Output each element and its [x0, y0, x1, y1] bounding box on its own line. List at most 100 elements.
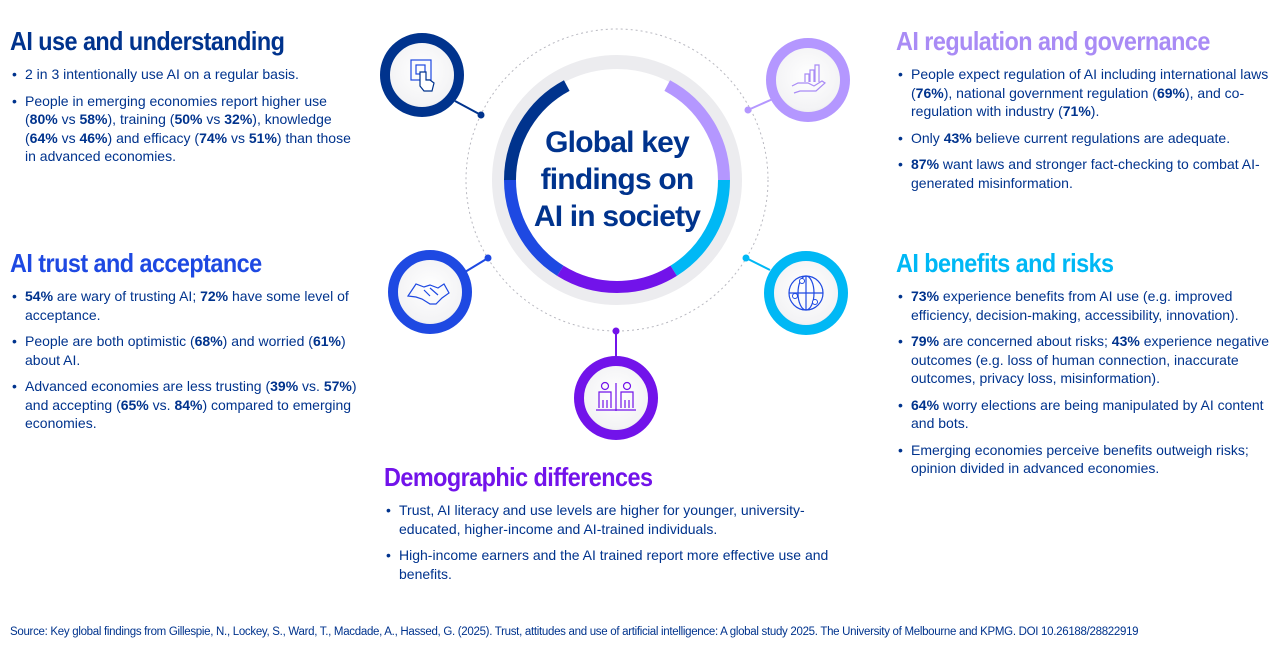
section-ai-regulation: AI regulation and governance People expe…: [896, 26, 1271, 200]
bullet-text: Advanced economies are less trusting (: [25, 378, 271, 394]
section-title: Demographic differences: [384, 462, 653, 492]
globe-network-icon: [764, 251, 848, 335]
bullet-text: want laws and stronger fact-checking to …: [911, 156, 1260, 191]
bullet-text: People in emerging economies report high…: [25, 92, 327, 128]
gray-ring: [492, 55, 742, 305]
source-citation: Source: Key global findings from Gillesp…: [10, 626, 1139, 638]
highlight-stat: 87%: [911, 156, 940, 172]
connector-dot: [612, 327, 620, 335]
highlight-stat: 65%: [120, 396, 149, 413]
highlight-stat: 64%: [29, 129, 58, 146]
highlight-stat: 68%: [194, 333, 223, 349]
highlight-stat: 61%: [312, 333, 341, 349]
bullet-text: Emerging economies perceive benefits out…: [911, 441, 1249, 477]
bullet-text: vs: [227, 129, 249, 146]
highlight-stat: 50%: [174, 111, 203, 127]
bullet-text: ), national government regulation (: [943, 84, 1157, 101]
highlight-stat: 32%: [224, 111, 253, 127]
bullet-text: ).: [1090, 103, 1100, 119]
bullet-text: ) compared to emerging economies.: [25, 396, 352, 432]
bullet-text: ) and accepting (: [25, 378, 357, 413]
highlight-stat: 46%: [79, 129, 108, 146]
highlight-stat: 54%: [25, 288, 54, 304]
ring-arc-segment: [670, 179, 730, 276]
highlight-stat: 76%: [915, 84, 944, 101]
bullet-text: Only: [911, 129, 944, 146]
section-ai-use: AI use and understanding 2 in 3 intentio…: [10, 26, 360, 174]
ring-arc-segment: [557, 265, 677, 293]
bullet-list: People expect regulation of AI including…: [896, 65, 1271, 192]
highlight-stat: 73%: [911, 288, 940, 304]
highlight-stat: 57%: [323, 378, 352, 394]
bullet-list: 54% are wary of trusting AI; 72% have so…: [10, 287, 360, 433]
people-icon: [574, 356, 658, 440]
section-demographic: Demographic differences Trust, AI litera…: [384, 462, 834, 591]
chip-touch-icon: [380, 33, 464, 117]
highlight-stat: 58%: [79, 111, 108, 127]
bullet-item: 64% worry elections are being manipulate…: [896, 396, 1276, 433]
bullet-text: People are both optimistic (: [25, 333, 195, 349]
highlight-stat: 72%: [200, 288, 229, 304]
bullet-list: Trust, AI literacy and use levels are hi…: [384, 501, 834, 583]
connector-dot: [477, 111, 485, 119]
center-title: Global key findings on AI in society: [533, 126, 701, 233]
bullet-text: experience benefits from AI use (e.g. im…: [911, 288, 1239, 323]
highlight-stat: 79%: [911, 333, 940, 349]
section-title: AI use and understanding: [10, 26, 285, 56]
bullet-text: vs: [57, 111, 80, 127]
highlight-stat: 84%: [174, 396, 203, 413]
bullet-text: vs.: [298, 378, 324, 394]
bullet-item: 79% are concerned about risks; 43% exper…: [896, 332, 1276, 388]
bullet-item: People expect regulation of AI including…: [896, 65, 1271, 121]
highlight-stat: 51%: [248, 129, 277, 146]
bullet-text: ), training (: [107, 111, 175, 127]
bullet-text: ) and worried (: [222, 333, 313, 349]
bullet-text: High-income earners and the AI trained r…: [399, 547, 829, 582]
bullet-text: have some level of acceptance.: [25, 288, 349, 323]
bullet-text: vs: [57, 129, 80, 146]
highlight-stat: 71%: [1062, 103, 1091, 119]
bullet-text: are concerned about risks;: [939, 333, 1112, 349]
highlight-stat: 74%: [199, 129, 228, 146]
bullet-text: 2 in 3 intentionally use AI on a regular…: [25, 66, 299, 82]
connector-dot: [484, 254, 492, 262]
connector-dot: [744, 106, 752, 114]
ring-arc-segment: [504, 80, 570, 181]
outer-dotted-ring: [465, 28, 769, 332]
ring-arc-segment: [664, 80, 730, 181]
bullet-item: High-income earners and the AI trained r…: [384, 546, 834, 583]
section-title: AI regulation and governance: [896, 26, 1210, 56]
bullet-text: worry elections are being manipulated by…: [911, 396, 1264, 432]
bullet-text: People expect regulation of AI including…: [911, 66, 1269, 101]
bullet-text: Trust, AI literacy and use levels are hi…: [399, 502, 805, 537]
bullet-item: Advanced economies are less trusting (39…: [10, 377, 360, 433]
highlight-stat: 80%: [29, 111, 58, 127]
bullet-item: People are both optimistic (68%) and wor…: [10, 332, 360, 369]
bullet-text: ) about AI.: [25, 333, 346, 368]
bullet-text: believe current regulations are adequate…: [971, 129, 1231, 146]
bullet-text: vs: [202, 111, 225, 127]
bullet-item: Emerging economies perceive benefits out…: [896, 441, 1276, 478]
bullet-text: ), and co-regulation with industry (: [911, 84, 1245, 120]
bullet-item: 2 in 3 intentionally use AI on a regular…: [10, 65, 360, 84]
bullet-text: experience negative outcomes (e.g. loss …: [911, 333, 1270, 386]
bullet-text: are wary of trusting AI;: [53, 288, 201, 304]
ring-arc-segment: [504, 179, 564, 276]
bullet-item: 73% experience benefits from AI use (e.g…: [896, 287, 1276, 324]
highlight-stat: 43%: [1111, 333, 1140, 349]
handshake-icon: [388, 250, 472, 334]
section-ai-trust: AI trust and acceptance 54% are wary of …: [10, 248, 360, 441]
bullet-item: Trust, AI literacy and use levels are hi…: [384, 501, 834, 538]
connector-dot: [742, 254, 750, 262]
bullet-text: vs.: [148, 396, 175, 413]
highlight-stat: 64%: [911, 396, 940, 413]
bullet-list: 2 in 3 intentionally use AI on a regular…: [10, 65, 360, 166]
highlight-stat: 43%: [943, 129, 972, 146]
bullet-text: ) than those in advanced economies.: [25, 129, 351, 165]
highlight-stat: 39%: [270, 378, 299, 394]
bullet-text: ) and efficacy (: [107, 129, 200, 146]
section-title: AI trust and acceptance: [10, 248, 262, 278]
bullet-item: People in emerging economies report high…: [10, 92, 360, 166]
bullet-item: Only 43% believe current regulations are…: [896, 129, 1271, 148]
